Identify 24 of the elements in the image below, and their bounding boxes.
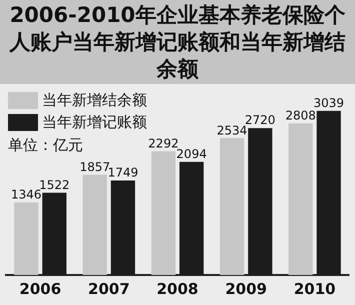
bar [288,123,313,275]
data-label: 3039 [313,96,344,110]
data-label: 2808 [285,108,316,122]
legend-label: 当年新增结余额 [42,90,147,111]
annotation: 单位：亿元 [8,136,83,155]
data-label: 1857 [80,160,110,174]
data-label: 1346 [10,187,42,202]
bar [82,174,107,275]
x-tick-label: 2008 [156,280,198,298]
data-label: 1522 [39,178,70,192]
legend-label: 当年新增记账额 [42,112,147,133]
x-tick-label: 2010 [294,280,336,298]
x-tick-label: 2007 [88,280,130,298]
x-tick-label: 2009 [225,280,267,298]
data-label: 2534 [216,123,248,138]
data-label: 2720 [244,113,276,128]
data-label: 2094 [176,147,207,162]
bar [14,202,38,275]
bar [151,151,176,275]
chart-title: 2006-2010年企业基本养老保险个人账户当年新增记账额和当年新增结余额 [8,2,346,82]
bar [220,138,244,275]
x-tick-label: 2006 [19,280,62,298]
data-label: 1749 [108,166,138,180]
data-label: 2292 [148,136,179,150]
